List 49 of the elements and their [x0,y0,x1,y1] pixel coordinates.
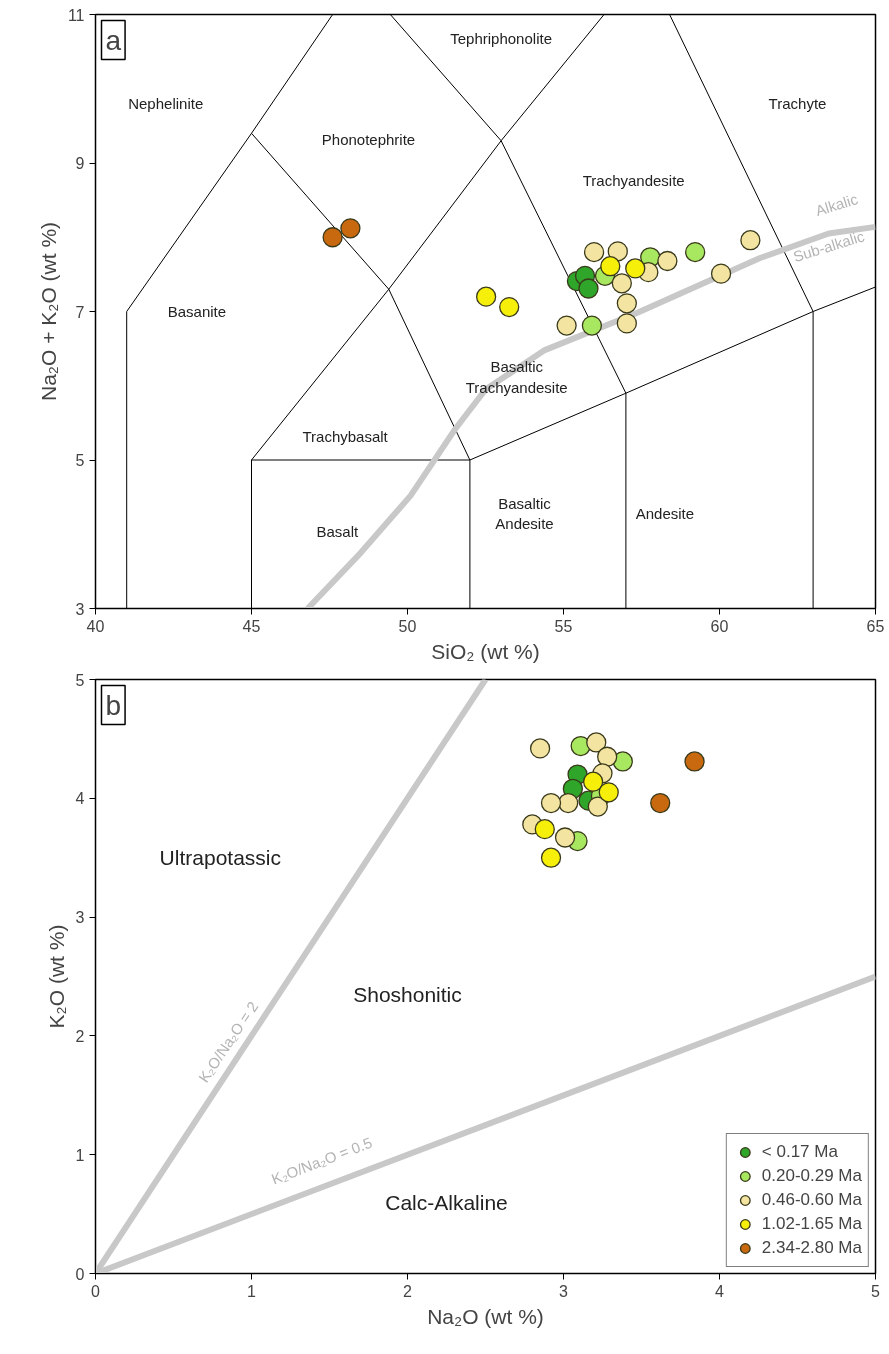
y-tick-label: 1 [75,1146,85,1164]
annotation: Andesite [635,504,695,522]
annotation: Trachyte [768,95,827,113]
legend-label: < 0.17 Ma [761,1141,838,1163]
annotation: Calc-Alkaline [385,1190,508,1214]
annotation: Basanite [167,303,227,320]
x-axis-title: Na₂O (wt %) [427,1304,544,1328]
annotation: Basalt [316,522,359,540]
annotation: Trachyandesite [582,172,685,190]
annotation: Basaltic Trachyandesite [465,358,568,396]
x-tick-label: 60 [710,617,729,635]
legend-label: 0.20-0.29 Ma [761,1165,862,1187]
annotation: Phonotephrite [321,130,416,148]
annotation: Trachybasalt [302,427,389,445]
x-tick-label: 40 [86,617,105,635]
legend-label: 0.46-0.60 Ma [761,1189,862,1211]
annotation: Ultrapotassic [159,846,281,870]
annotation: Nephelinite [128,95,204,113]
y-tick-label: 7 [75,303,85,321]
x-tick-label: 0 [91,1282,101,1300]
legend-label: 1.02-1.65 Ma [761,1213,862,1235]
x-tick-label: 3 [559,1282,569,1300]
annotation: Tephriphonolite [450,29,552,47]
y-axis-title: K₂O (wt %) [44,924,68,1029]
x-tick-label: 2 [403,1282,413,1300]
annotation: Alkalic [813,189,861,220]
x-axis-title: SiO₂ (wt %) [431,639,540,663]
y-tick-label: 5 [75,452,85,469]
annotation: Basaltic Andesite [495,494,554,533]
y-tick-label: 3 [75,909,85,927]
chart-title: b [105,689,122,721]
y-tick-label: 3 [75,600,85,618]
x-tick-label: 50 [398,617,417,635]
x-tick-label: 1 [247,1282,257,1300]
y-axis-title: Na₂O + K₂O (wt %) [36,221,60,402]
chart-title: a [105,24,122,56]
x-tick-label: 65 [866,617,885,635]
y-tick-label: 11 [67,6,85,24]
y-tick-label: 9 [75,155,85,172]
y-tick-label: 5 [75,671,85,689]
x-tick-label: 5 [871,1282,881,1300]
x-tick-label: 4 [715,1282,725,1300]
y-tick-label: 4 [75,790,85,808]
legend-label: 2.34-2.80 Ma [761,1237,862,1259]
annotation: Shoshonitic [353,982,462,1006]
y-tick-label: 0 [75,1265,85,1283]
x-tick-label: 55 [554,617,573,635]
x-tick-label: 45 [242,617,261,635]
y-tick-label: 2 [75,1027,85,1045]
